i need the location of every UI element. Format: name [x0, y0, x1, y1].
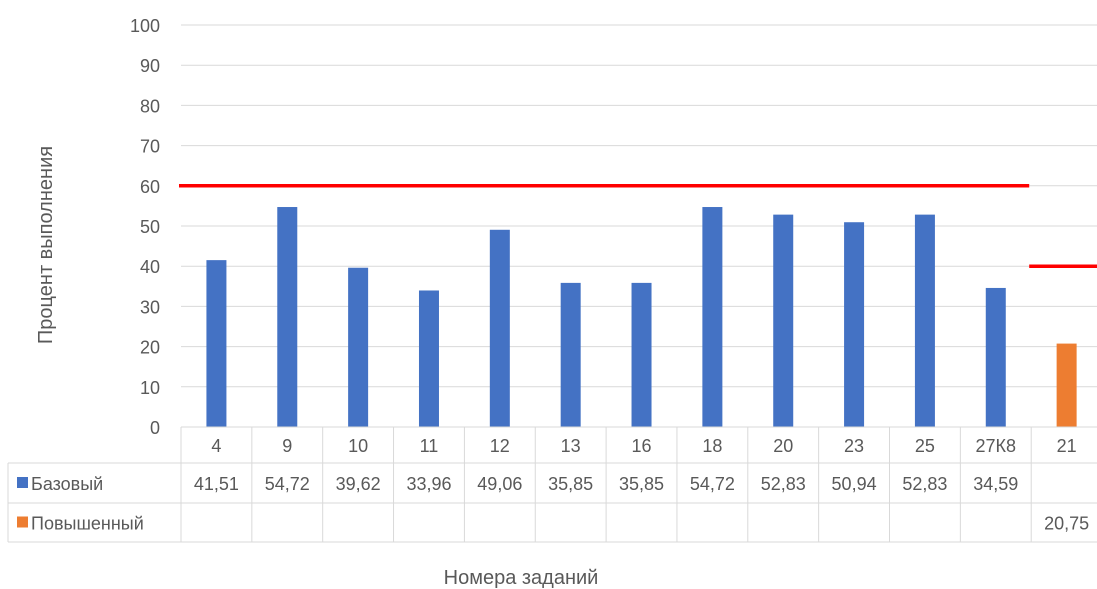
- data-table: 4 9 10 11 12 13 16 18 20 23 25 27К8 21 Базовый 41,51 54…: [7, 426, 1097, 543]
- legend-swatch: [17, 477, 28, 488]
- x-tick-label: 27К8: [976, 436, 1017, 456]
- y-tick-label: 60: [140, 177, 160, 197]
- bar: [206, 260, 227, 427]
- y-tick-label: 70: [140, 137, 160, 157]
- data-label: 52,83: [902, 474, 947, 494]
- y-tick-label: 40: [140, 257, 160, 277]
- data-label: 34,59: [973, 474, 1018, 494]
- y-tick-label: 10: [140, 378, 160, 398]
- y-tick-label: 0: [150, 418, 160, 438]
- y-axis-ticks: 0 10 20 30 40 50 60 70 80 90 100: [130, 16, 160, 438]
- bar: [702, 207, 723, 427]
- x-axis-label: Номера заданий: [444, 567, 599, 589]
- reference-lines: [179, 184, 1097, 268]
- data-label: 35,85: [619, 474, 664, 494]
- data-label: 39,62: [336, 474, 381, 494]
- bar: [985, 287, 1006, 427]
- bar: [631, 282, 652, 427]
- legend-label: Базовый: [31, 474, 103, 494]
- data-label: 49,06: [477, 474, 522, 494]
- bars: [206, 207, 1077, 427]
- x-tick-label: 9: [282, 436, 292, 456]
- y-tick-label: 80: [140, 96, 160, 116]
- bar: [418, 290, 439, 427]
- x-tick-label: 16: [632, 436, 652, 456]
- data-label: 54,72: [690, 474, 735, 494]
- legend-label: Повышенный: [31, 514, 144, 534]
- y-tick-label: 30: [140, 297, 160, 317]
- x-tick-label: 20: [773, 436, 793, 456]
- x-tick-label: 13: [561, 436, 581, 456]
- data-label: 41,51: [194, 474, 239, 494]
- y-tick-label: 20: [140, 338, 160, 358]
- y-tick-label: 50: [140, 217, 160, 237]
- data-label: 50,94: [832, 474, 877, 494]
- bar: [489, 229, 510, 427]
- x-tick-label: 23: [844, 436, 864, 456]
- y-axis-label: Процент выполнения: [35, 146, 57, 344]
- data-label: 52,83: [761, 474, 806, 494]
- x-tick-label: 18: [702, 436, 722, 456]
- x-tick-label: 21: [1057, 436, 1077, 456]
- bar: [560, 282, 581, 427]
- x-tick-label: 25: [915, 436, 935, 456]
- bar: [1056, 343, 1077, 427]
- bar: [914, 214, 935, 427]
- data-label: 20,75: [1044, 514, 1089, 534]
- data-label: 35,85: [548, 474, 593, 494]
- bar: [348, 267, 369, 427]
- data-label: 54,72: [265, 474, 310, 494]
- x-tick-label: 11: [420, 436, 439, 456]
- y-tick-label: 100: [130, 16, 160, 36]
- bar: [844, 222, 865, 427]
- x-tick-label: 10: [348, 436, 368, 456]
- bar: [773, 214, 794, 427]
- legend-swatch: [17, 516, 28, 528]
- bar: [277, 207, 298, 427]
- x-tick-label: 4: [211, 436, 221, 456]
- data-label: 33,96: [406, 474, 451, 494]
- x-tick-label: 12: [490, 436, 510, 456]
- y-tick-label: 90: [140, 56, 160, 76]
